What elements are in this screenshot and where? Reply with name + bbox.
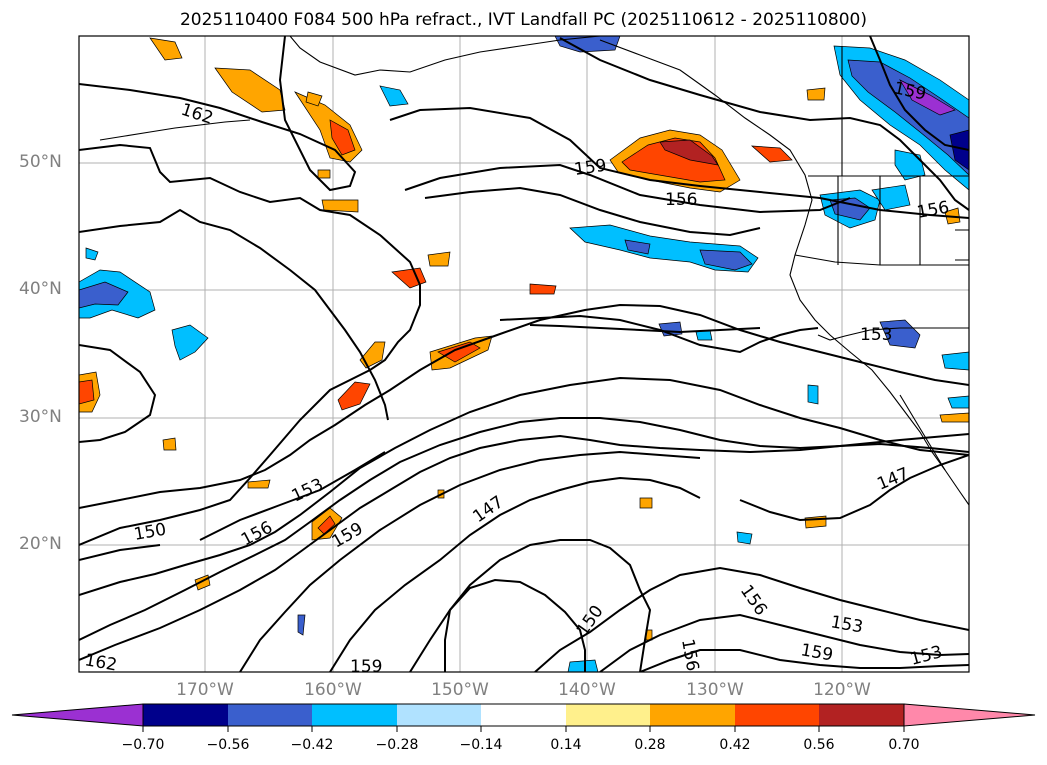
coastlines (99, 36, 969, 506)
colorbar-bin (312, 704, 397, 726)
contour-label: 159 (573, 156, 608, 180)
colorbar-bin (481, 704, 566, 726)
colorbar (11, 703, 1036, 732)
colorbar-tick-label: −0.56 (206, 737, 250, 753)
lon-label: 140°W (558, 680, 616, 700)
colorbar-bin (650, 704, 735, 726)
colorbar-tick-label: 0.56 (803, 737, 835, 753)
lon-label: 150°W (431, 680, 489, 700)
contour-label: 159 (350, 657, 382, 677)
lon-label: 170°W (176, 680, 234, 700)
contours (79, 36, 969, 672)
lat-label: 20°N (19, 534, 62, 554)
colorbar-tick-label: −0.70 (121, 737, 165, 753)
colorbar-tick-label: 0.70 (888, 737, 920, 753)
colorbar-bin (397, 704, 481, 726)
colorbar-tick-label: 0.14 (550, 737, 582, 753)
contour-label: 156 (665, 190, 697, 210)
colorbar-bin (819, 704, 904, 726)
colorbar-extend-high (903, 703, 1036, 727)
colorbar-tick-label: −0.42 (290, 737, 334, 753)
shaded-anomalies (79, 36, 969, 672)
colorbar-tick-label: 0.28 (634, 737, 666, 753)
colorbar-bin (735, 704, 819, 726)
lon-label: 120°W (813, 680, 871, 700)
map-border (78, 35, 970, 673)
colorbar-tick-label: −0.28 (375, 737, 419, 753)
contour-label: 153 (860, 325, 892, 345)
lon-label: 130°W (686, 680, 744, 700)
lon-label: 160°W (304, 680, 362, 700)
colorbar-extend-low (11, 703, 144, 727)
lat-label: 50°N (19, 152, 62, 172)
map-area (79, 36, 969, 672)
colorbar-tick-label: 0.42 (719, 737, 751, 753)
colorbar-bin (143, 704, 228, 726)
figure-title: 2025110400 F084 500 hPa refract., IVT La… (179, 10, 867, 30)
lat-label: 40°N (19, 279, 62, 299)
colorbar-bin (228, 704, 312, 726)
lat-label: 30°N (19, 407, 62, 427)
colorbar-bin (566, 704, 650, 726)
colorbar-tick-label: −0.14 (459, 737, 503, 753)
